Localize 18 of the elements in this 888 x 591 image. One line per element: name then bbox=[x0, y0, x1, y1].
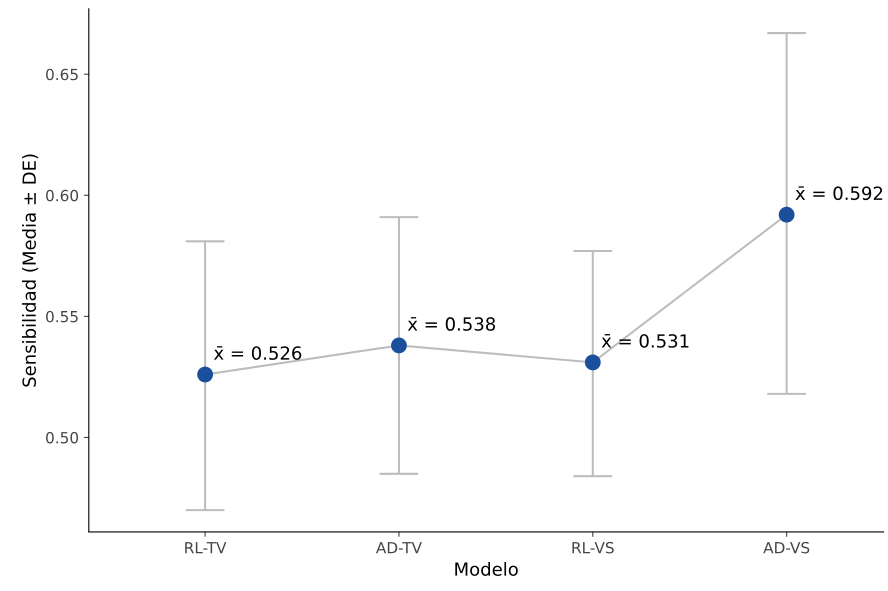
point bbox=[391, 338, 407, 354]
x-tick-label: RL-TV bbox=[185, 542, 226, 554]
x-tick-label: AD-VS bbox=[763, 542, 810, 554]
y-tick-label: 0.55 bbox=[46, 310, 78, 322]
y-tick-label: 0.65 bbox=[46, 68, 78, 80]
y-tick-label: 0.50 bbox=[46, 432, 78, 444]
y-axis-title: Sensibilidad (Media ± DE) bbox=[22, 154, 38, 387]
data-label: x̄ = 0.531 bbox=[602, 334, 688, 348]
x-tick-label: AD-TV bbox=[376, 542, 422, 554]
point bbox=[778, 206, 795, 223]
y-tick-label: 0.60 bbox=[46, 190, 78, 202]
point bbox=[197, 366, 214, 382]
data-label: x̄ = 0.592 bbox=[795, 186, 882, 200]
data-label: x̄ = 0.538 bbox=[408, 317, 496, 331]
point bbox=[584, 354, 601, 370]
x-axis-title: Modelo bbox=[455, 562, 518, 576]
data-label: x̄ = 0.526 bbox=[214, 346, 302, 360]
x-tick-label: RL-VS bbox=[572, 542, 614, 554]
